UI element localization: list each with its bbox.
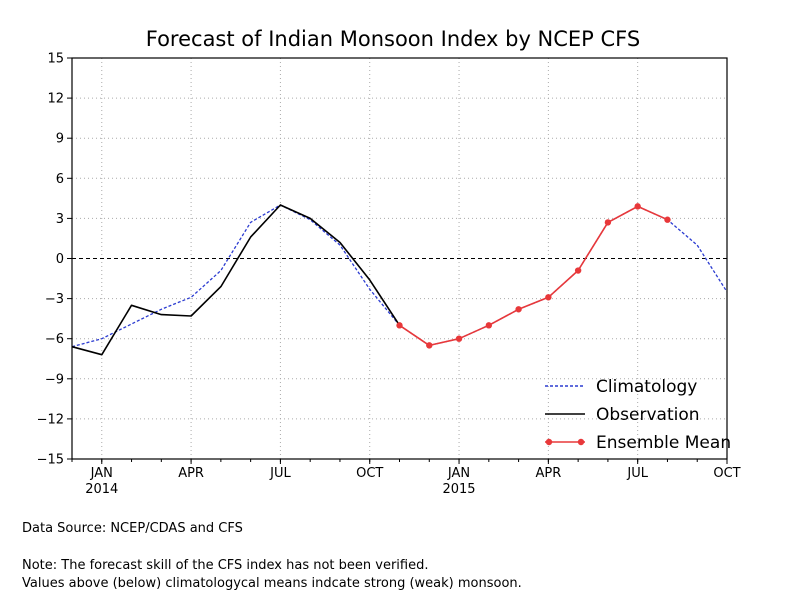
x-tick-label: OCT [356, 466, 383, 481]
ensemble-mean-point [485, 322, 493, 329]
y-tick-label: 3 [56, 212, 64, 227]
x-tick-label: JUL [269, 466, 291, 481]
x-year-label: 2014 [85, 482, 118, 497]
legend-marker [577, 438, 585, 446]
y-tick-label: −6 [45, 332, 64, 347]
y-tick-label: −3 [45, 292, 64, 307]
data-source-text: Data Source: NCEP/CDAS and CFS [22, 521, 243, 536]
series-line-ensemble-mean [399, 205, 668, 347]
ensemble-mean-point [455, 335, 463, 342]
legend-label: Climatology [596, 377, 697, 397]
ensemble-mean-point [515, 306, 522, 313]
series-layer [71, 203, 728, 356]
note-line-2: Values above (below) climatologycal mean… [22, 576, 522, 591]
y-tick-label: 9 [56, 132, 64, 147]
y-tick-label: −15 [37, 453, 64, 468]
x-tick-label: JAN [447, 466, 470, 481]
ensemble-mean-point [634, 203, 641, 210]
x-tick-label: APR [535, 466, 561, 481]
ensemble-mean-point [574, 267, 582, 274]
ensemble-mean-point [396, 322, 403, 329]
y-tick-label: 6 [56, 172, 64, 187]
x-tick-label: APR [178, 466, 204, 481]
y-tick-label: 15 [47, 52, 64, 67]
legend-marker [545, 438, 553, 446]
ensemble-mean-point [426, 342, 433, 349]
ensemble-mean-point [664, 216, 671, 223]
y-tick-label: −9 [45, 372, 64, 387]
x-year-label: 2015 [442, 482, 475, 497]
y-tick-label: 12 [47, 92, 64, 107]
legend-label: Observation [596, 405, 700, 425]
x-tick-label: JUL [626, 466, 648, 481]
y-tick-label: −12 [37, 412, 64, 427]
y-tick-label: 0 [56, 252, 64, 267]
ensemble-mean-point [604, 219, 612, 226]
ensemble-mean-point [545, 294, 552, 301]
legend: Climatology Observation Ensemble Mean [545, 377, 731, 453]
legend-label: Ensemble Mean [596, 433, 731, 453]
chart-title: Forecast of Indian Monsoon Index by NCEP… [146, 27, 640, 51]
series-line-observation [71, 204, 401, 356]
x-tick-label: JAN [90, 466, 113, 481]
x-tick-label: OCT [713, 466, 740, 481]
note-line-1: Note: The forecast skill of the CFS inde… [22, 558, 429, 573]
